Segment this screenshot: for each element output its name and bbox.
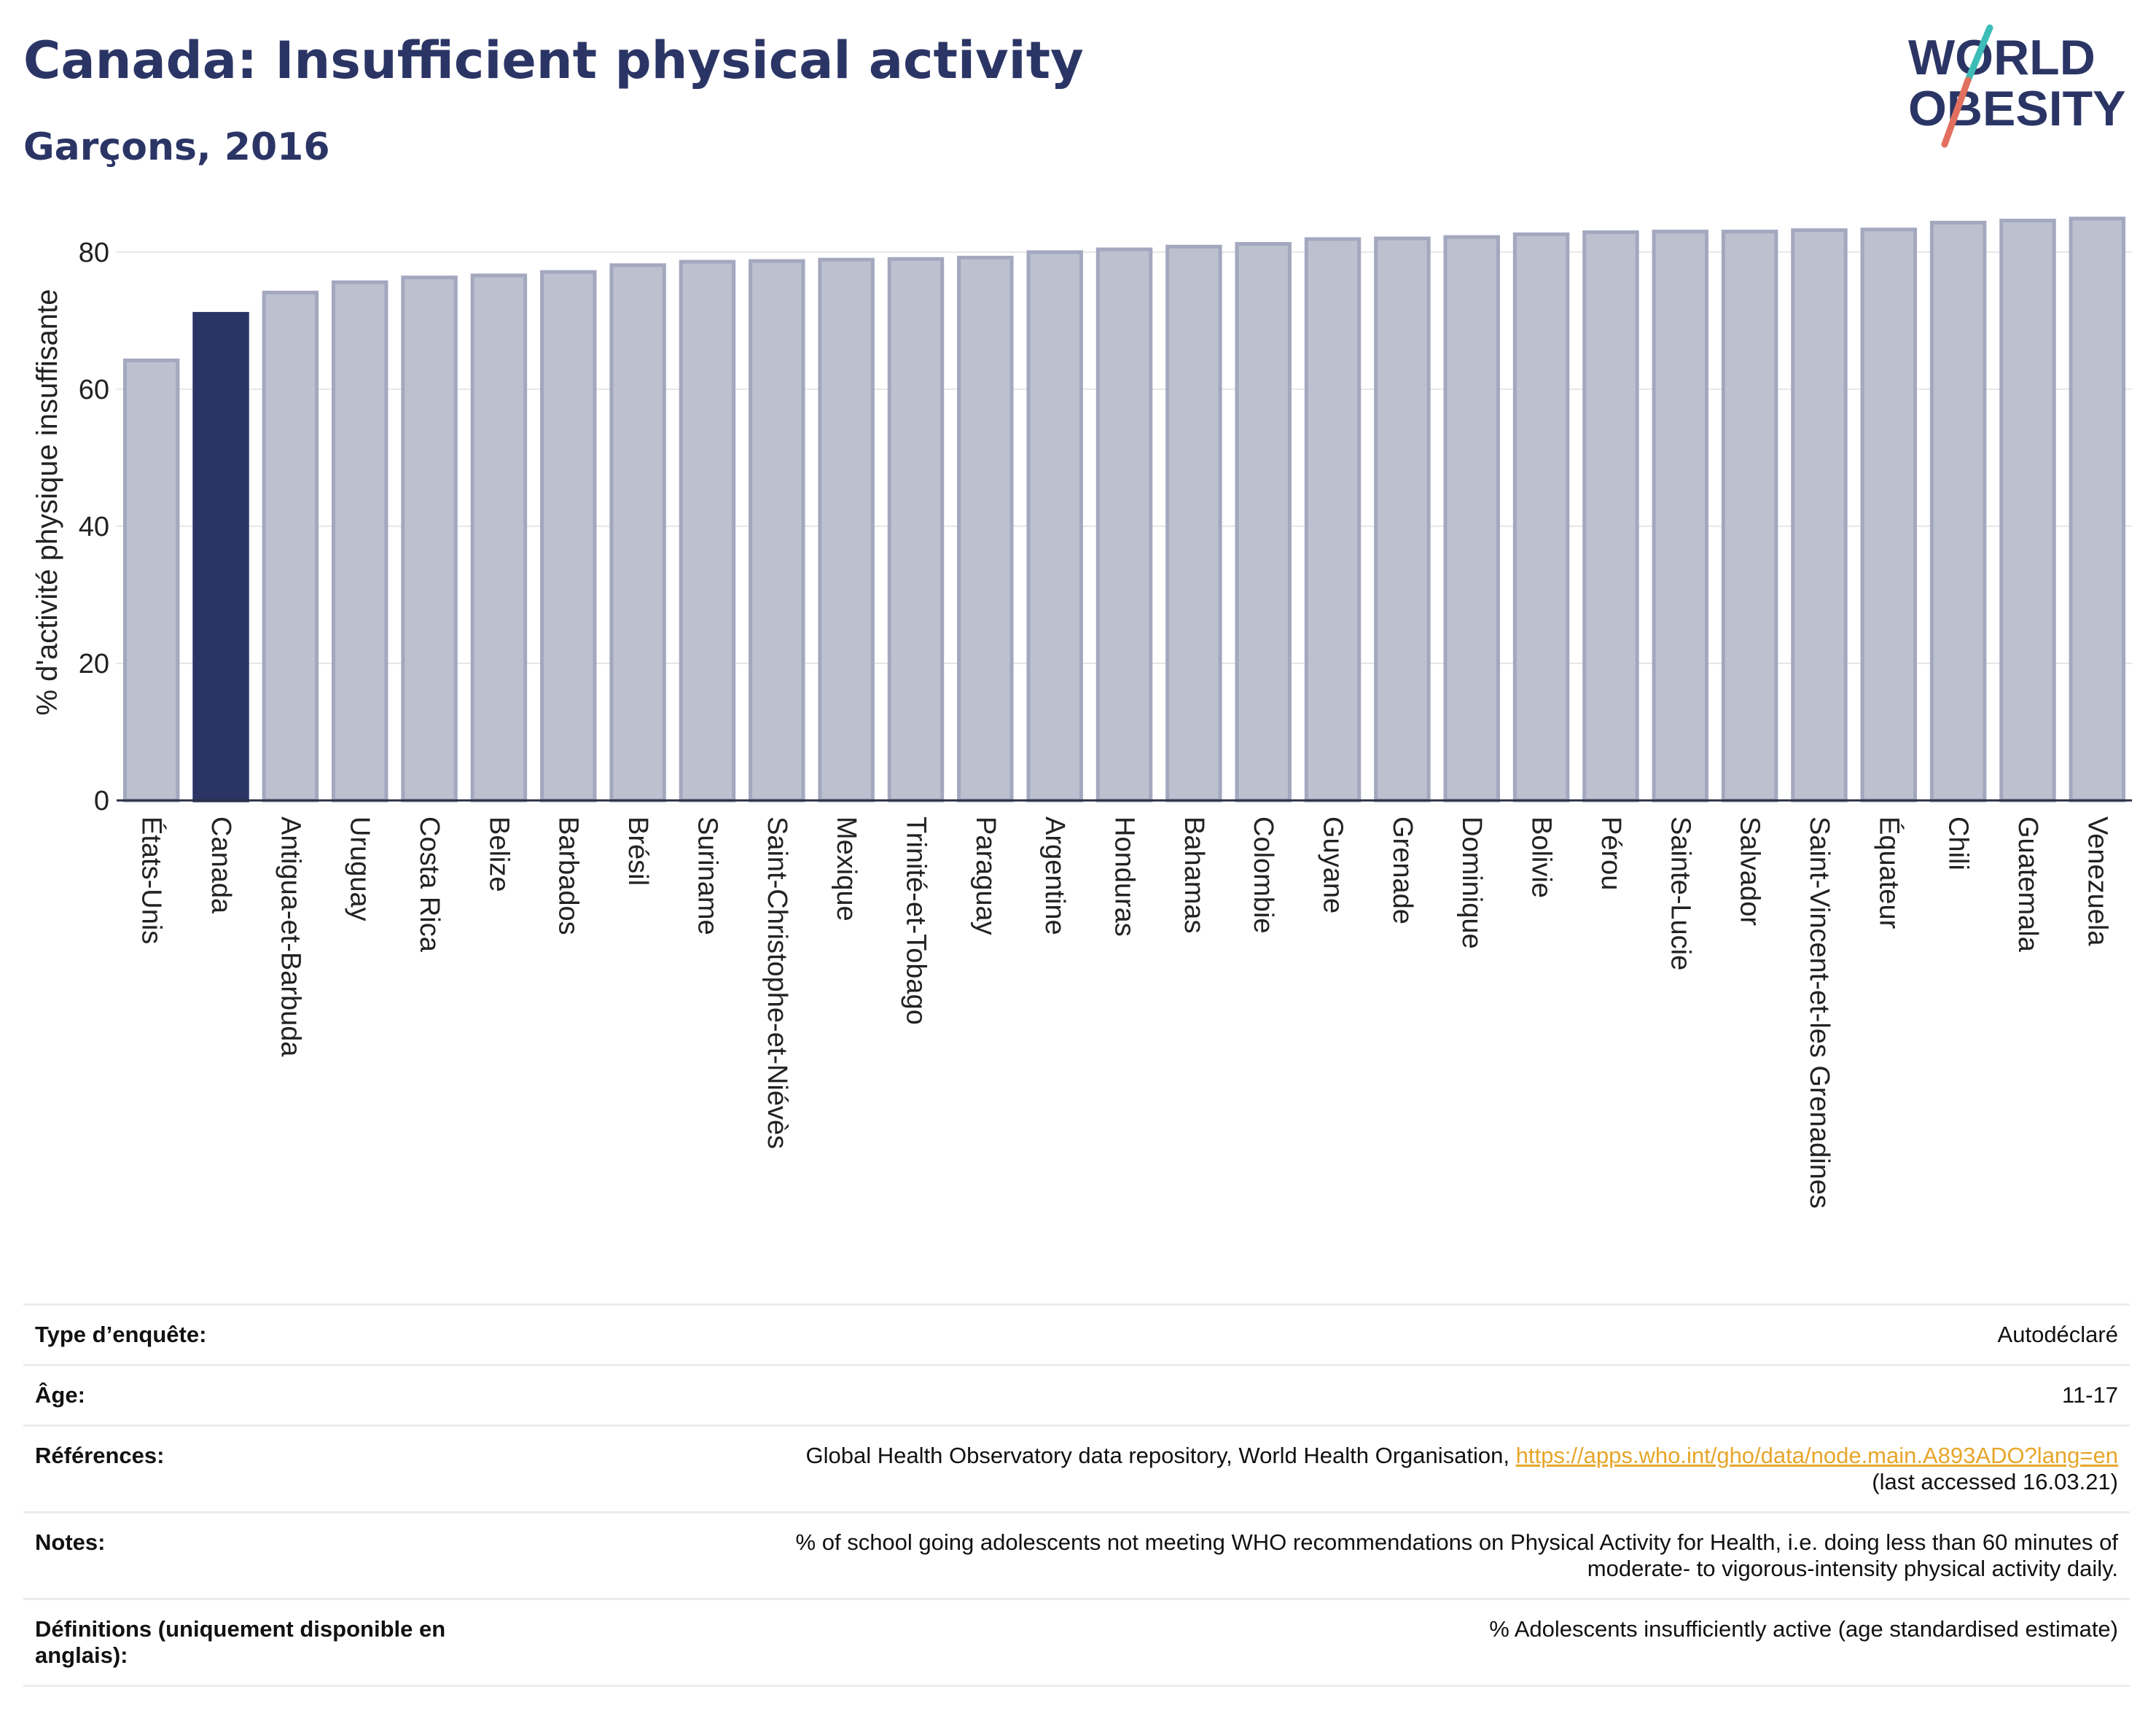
x-tick-label: Honduras	[1109, 816, 1140, 937]
bar	[1235, 242, 1292, 803]
x-tick-label: Sainte-Lucie	[1665, 816, 1695, 970]
x-tick-label: Venezuela	[2082, 816, 2112, 946]
x-tick-label: Suriname	[692, 816, 722, 935]
x-tick-label: Grenade	[1387, 816, 1418, 924]
info-value: % of school going adolescents not meetin…	[516, 1511, 2130, 1599]
x-tick-label: Uruguay	[345, 816, 375, 921]
x-tick-label: Saint-Christophe-et-Niévès	[762, 816, 792, 1149]
info-row-survey-type: Type d’enquête: Autodéclaré	[23, 1303, 2130, 1365]
x-tick-label: Saint-Vincent-et-les Grenadines	[1804, 816, 1835, 1209]
bar	[470, 273, 528, 803]
x-tick-label: Chili	[1943, 816, 1974, 870]
x-tick-label: Costa Rica	[414, 816, 445, 953]
bar	[262, 290, 319, 803]
bar	[401, 276, 458, 803]
bar	[679, 260, 736, 803]
bar	[749, 259, 805, 803]
x-tick-label: Colombie	[1248, 816, 1278, 934]
bar	[1095, 247, 1153, 803]
info-value: 11-17	[516, 1364, 2130, 1426]
bar	[1026, 250, 1083, 803]
bar	[1791, 228, 1848, 803]
bar	[1860, 227, 1918, 803]
bar	[887, 257, 945, 803]
chart-subtitle: Garçons, 2016	[23, 125, 330, 169]
x-tick-label: Mexique	[831, 816, 862, 921]
bar-chart: 0 20 40 60 80 États-Unis Canada Antigua-et-Bar…	[31, 217, 2132, 1209]
info-table: Type d’enquête: Autodéclaré Âge: 11-17 R…	[23, 1303, 2130, 1687]
info-row-notes: Notes: % of school going adolescents not…	[23, 1511, 2130, 1599]
x-tick-label: Pérou	[1595, 816, 1626, 890]
notes-line-2: moderate- to vigorous-intensity physical…	[1587, 1556, 2118, 1581]
y-tick-label: 20	[79, 649, 109, 679]
x-tick-label: Dominique	[1456, 816, 1487, 949]
bar	[1512, 232, 1570, 803]
x-tick-label: Guatemala	[2012, 816, 2043, 953]
reference-link[interactable]: https://apps.who.int/gho/data/node.main.…	[1515, 1443, 2118, 1468]
bar	[1721, 230, 1778, 803]
info-label: Définitions (uniquement disponible en an…	[23, 1598, 516, 1687]
x-tick-label: Paraguay	[970, 816, 1001, 935]
notes-line-1: % of school going adolescents not meetin…	[795, 1529, 2118, 1555]
y-axis-title: % d'activité physique insuffisante	[31, 289, 63, 715]
x-axis-labels: États-Unis Canada Antigua-et-Barbuda Urugua…	[136, 816, 2113, 1209]
info-value: Global Health Observatory data repositor…	[516, 1424, 2130, 1513]
world-obesity-logo: WORLD OBESITY	[1908, 24, 2126, 148]
info-row-age: Âge: 11-17	[23, 1364, 2130, 1426]
x-tick-label: Bahamas	[1179, 816, 1209, 934]
bar	[1999, 219, 2056, 803]
reference-accessed: (last accessed 16.03.21)	[1872, 1469, 2118, 1494]
x-tick-label: Argentine	[1039, 816, 1070, 935]
bar	[540, 270, 597, 803]
bars	[122, 217, 2126, 803]
x-tick-label: Bolivie	[1526, 816, 1557, 898]
logo-slash-coral	[1941, 77, 1972, 148]
y-tick-label: 40	[79, 512, 109, 542]
x-tick-label: Guyane	[1318, 816, 1348, 913]
x-tick-label: Salvador	[1735, 816, 1765, 926]
y-tick-label: 0	[94, 786, 109, 816]
logo-word-obesity: OBESITY	[1908, 81, 2126, 136]
bar	[1304, 237, 1362, 803]
bar	[1582, 230, 1639, 803]
bar	[1652, 230, 1708, 803]
bar	[1374, 236, 1431, 803]
reference-text: Global Health Observatory data repositor…	[805, 1443, 1516, 1468]
x-tick-label: Brésil	[622, 816, 653, 886]
bar	[609, 263, 666, 803]
info-label: Âge:	[23, 1364, 516, 1426]
bar	[1165, 244, 1222, 803]
logo-word-world: WORLD	[1908, 30, 2096, 85]
y-tick-label: 80	[79, 238, 109, 268]
x-tick-label: Antigua-et-Barbuda	[275, 816, 305, 1057]
y-tick-label: 60	[79, 375, 109, 405]
bar	[1929, 220, 1987, 803]
info-label: Références:	[23, 1424, 516, 1513]
y-axis-ticks: 0 20 40 60 80	[79, 238, 109, 816]
chart-title: Canada: Insufficient physical activity	[23, 31, 1084, 90]
info-label: Notes:	[23, 1511, 516, 1599]
bar	[1443, 235, 1500, 803]
info-row-references: Références: Global Health Observatory da…	[23, 1424, 2130, 1513]
info-row-definitions: Définitions (uniquement disponible en an…	[23, 1598, 2130, 1687]
x-tick-label: Équateur	[1873, 816, 1905, 929]
info-value: % Adolescents insufficiently active (age…	[516, 1598, 2130, 1687]
logo-slash-teal	[1964, 24, 1993, 84]
bar	[2069, 217, 2126, 803]
bar	[331, 280, 388, 803]
bar	[957, 255, 1014, 803]
info-label: Type d’enquête:	[23, 1303, 516, 1365]
x-tick-label: États-Unis	[136, 816, 168, 944]
bar	[818, 257, 875, 803]
x-tick-label: Barbados	[553, 816, 584, 935]
info-value: Autodéclaré	[516, 1303, 2130, 1365]
x-tick-label: Belize	[483, 816, 514, 892]
x-tick-label: Canada	[206, 816, 236, 914]
bar	[122, 358, 180, 803]
x-tick-label: Trinité-et-Tobago	[900, 816, 931, 1025]
bar	[192, 311, 249, 803]
